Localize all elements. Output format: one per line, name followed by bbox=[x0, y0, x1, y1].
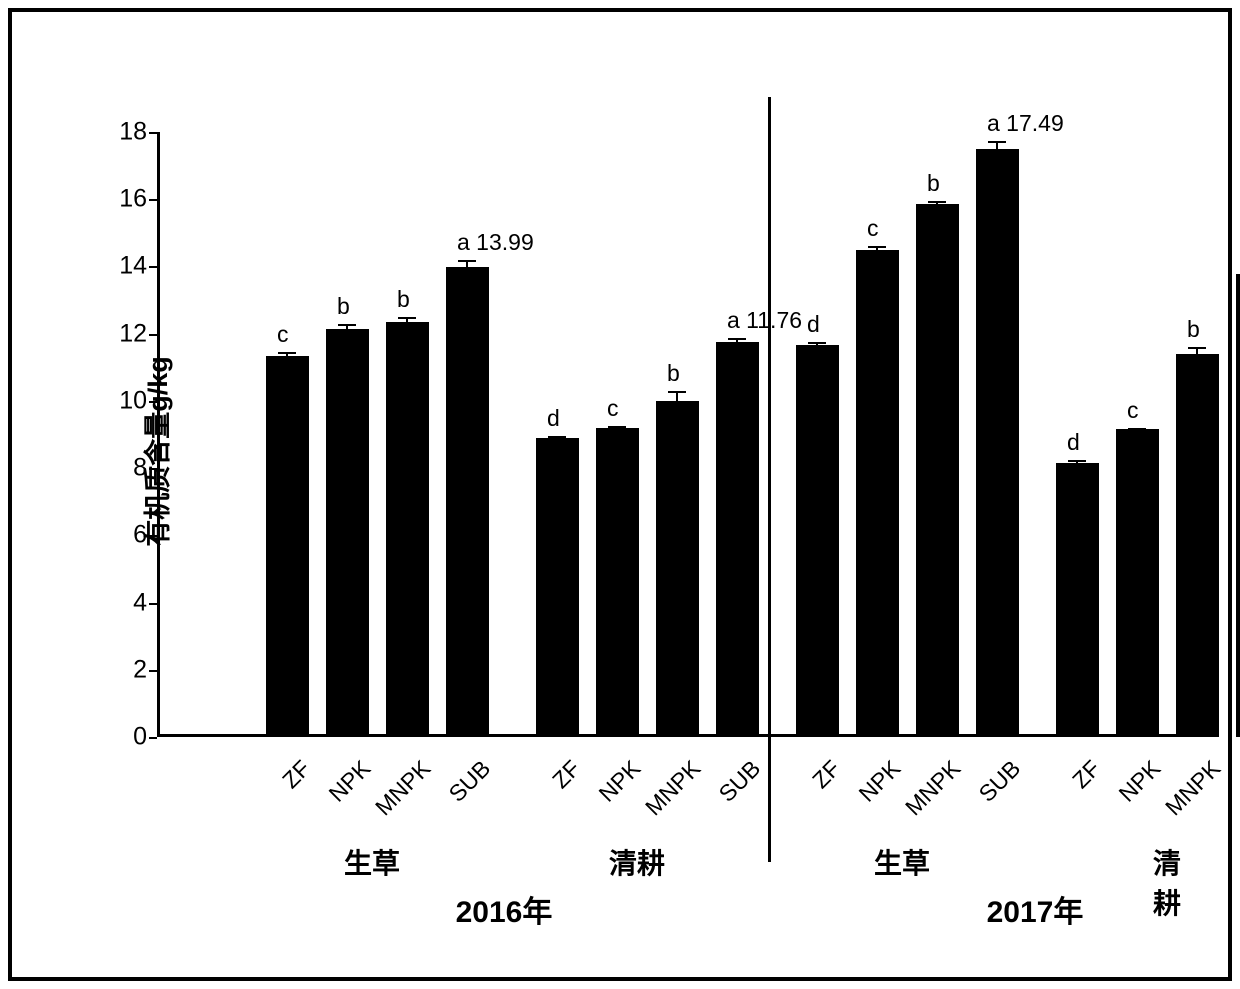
error-bar-cap bbox=[668, 391, 686, 393]
y-tick bbox=[149, 603, 157, 605]
error-bar-cap bbox=[608, 429, 626, 431]
y-tick-label: 14 bbox=[107, 252, 147, 281]
error-bar-cap bbox=[548, 436, 566, 438]
bar bbox=[266, 356, 309, 737]
year-label: 2017年 bbox=[987, 887, 1084, 931]
error-bar-cap bbox=[398, 327, 416, 329]
bar bbox=[386, 322, 429, 737]
error-bar-stem bbox=[676, 391, 678, 411]
bar bbox=[716, 342, 759, 737]
bar-annotation: b bbox=[397, 286, 410, 313]
bar bbox=[796, 345, 839, 737]
bar bbox=[596, 428, 639, 737]
y-tick-label: 10 bbox=[107, 386, 147, 415]
bar bbox=[976, 149, 1019, 737]
error-bar-cap bbox=[808, 349, 826, 351]
bar-annotation: b bbox=[337, 293, 350, 320]
bar-annotation: a 11.76 bbox=[727, 307, 802, 334]
error-bar-cap bbox=[728, 338, 746, 340]
bar bbox=[1236, 274, 1240, 737]
y-tick bbox=[149, 535, 157, 537]
error-bar-cap bbox=[728, 345, 746, 347]
y-tick bbox=[149, 670, 157, 672]
bar bbox=[1056, 463, 1099, 737]
y-tick bbox=[149, 266, 157, 268]
bar-annotation: c bbox=[607, 395, 619, 422]
error-bar-cap bbox=[608, 426, 626, 428]
bar bbox=[1176, 354, 1219, 737]
error-bar-stem bbox=[996, 141, 998, 158]
bar-annotation: d bbox=[547, 405, 560, 432]
group-label: 清耕 bbox=[1153, 842, 1181, 922]
year-label: 2016年 bbox=[456, 887, 553, 931]
bar bbox=[446, 267, 489, 737]
bar-annotation: c bbox=[867, 215, 879, 242]
y-tick bbox=[149, 737, 157, 739]
bar-annotation: b bbox=[927, 170, 940, 197]
error-bar-cap bbox=[1128, 428, 1146, 430]
error-bar-cap bbox=[868, 246, 886, 248]
y-tick-label: 0 bbox=[107, 723, 147, 752]
error-bar-cap bbox=[278, 359, 296, 361]
y-tick-label: 16 bbox=[107, 185, 147, 214]
bar-annotation: a 17.49 bbox=[987, 110, 1064, 137]
year-divider bbox=[768, 97, 771, 862]
y-tick-label: 2 bbox=[107, 655, 147, 684]
bar bbox=[1116, 429, 1159, 737]
error-bar-cap bbox=[988, 158, 1006, 160]
plot-area: 024681012141618 cbba 13.99dcba 11.76dcba… bbox=[157, 132, 1192, 737]
error-bar-cap bbox=[868, 253, 886, 255]
bar bbox=[916, 204, 959, 737]
group-label: 生草 bbox=[874, 842, 930, 882]
group-label: 生草 bbox=[344, 842, 400, 882]
bar-annotation: c bbox=[1127, 397, 1139, 424]
error-bar-stem bbox=[1196, 347, 1198, 360]
bar-annotation: b bbox=[1187, 316, 1200, 343]
error-bar-cap bbox=[988, 141, 1006, 143]
y-tick bbox=[149, 468, 157, 470]
error-bar-cap bbox=[668, 411, 686, 413]
error-bar-cap bbox=[1068, 466, 1086, 468]
error-bar-cap bbox=[458, 274, 476, 276]
error-bar-cap bbox=[338, 334, 356, 336]
y-tick bbox=[149, 401, 157, 403]
y-tick-label: 18 bbox=[107, 118, 147, 147]
bar bbox=[856, 250, 899, 737]
bar-annotation: b bbox=[667, 360, 680, 387]
error-bar-stem bbox=[466, 260, 468, 273]
bar bbox=[656, 401, 699, 737]
y-tick-label: 8 bbox=[107, 454, 147, 483]
bar-annotation: a 13.99 bbox=[457, 229, 534, 256]
chart-frame: 有机质含量g/kg 024681012141618 cbba 13.99dcba… bbox=[8, 8, 1232, 981]
error-bar-cap bbox=[928, 201, 946, 203]
bar bbox=[326, 329, 369, 737]
error-bar-cap bbox=[1128, 431, 1146, 433]
error-bar-cap bbox=[278, 352, 296, 354]
error-bar-cap bbox=[1188, 347, 1206, 349]
y-tick-label: 4 bbox=[107, 588, 147, 617]
y-axis-line bbox=[157, 132, 160, 737]
error-bar-cap bbox=[548, 440, 566, 442]
y-tick bbox=[149, 132, 157, 134]
bar-annotation: d bbox=[1067, 429, 1080, 456]
error-bar-cap bbox=[808, 342, 826, 344]
error-bar-cap bbox=[1068, 460, 1086, 462]
bar-annotation: c bbox=[277, 321, 289, 348]
y-tick-label: 6 bbox=[107, 521, 147, 550]
error-bar-cap bbox=[1188, 361, 1206, 363]
error-bar-cap bbox=[338, 324, 356, 326]
group-label: 清耕 bbox=[609, 842, 665, 882]
y-tick-label: 12 bbox=[107, 319, 147, 348]
y-tick bbox=[149, 199, 157, 201]
error-bar-cap bbox=[928, 208, 946, 210]
y-tick bbox=[149, 334, 157, 336]
error-bar-cap bbox=[458, 260, 476, 262]
error-bar-cap bbox=[398, 317, 416, 319]
bar-annotation: d bbox=[807, 311, 820, 338]
bar bbox=[536, 438, 579, 737]
